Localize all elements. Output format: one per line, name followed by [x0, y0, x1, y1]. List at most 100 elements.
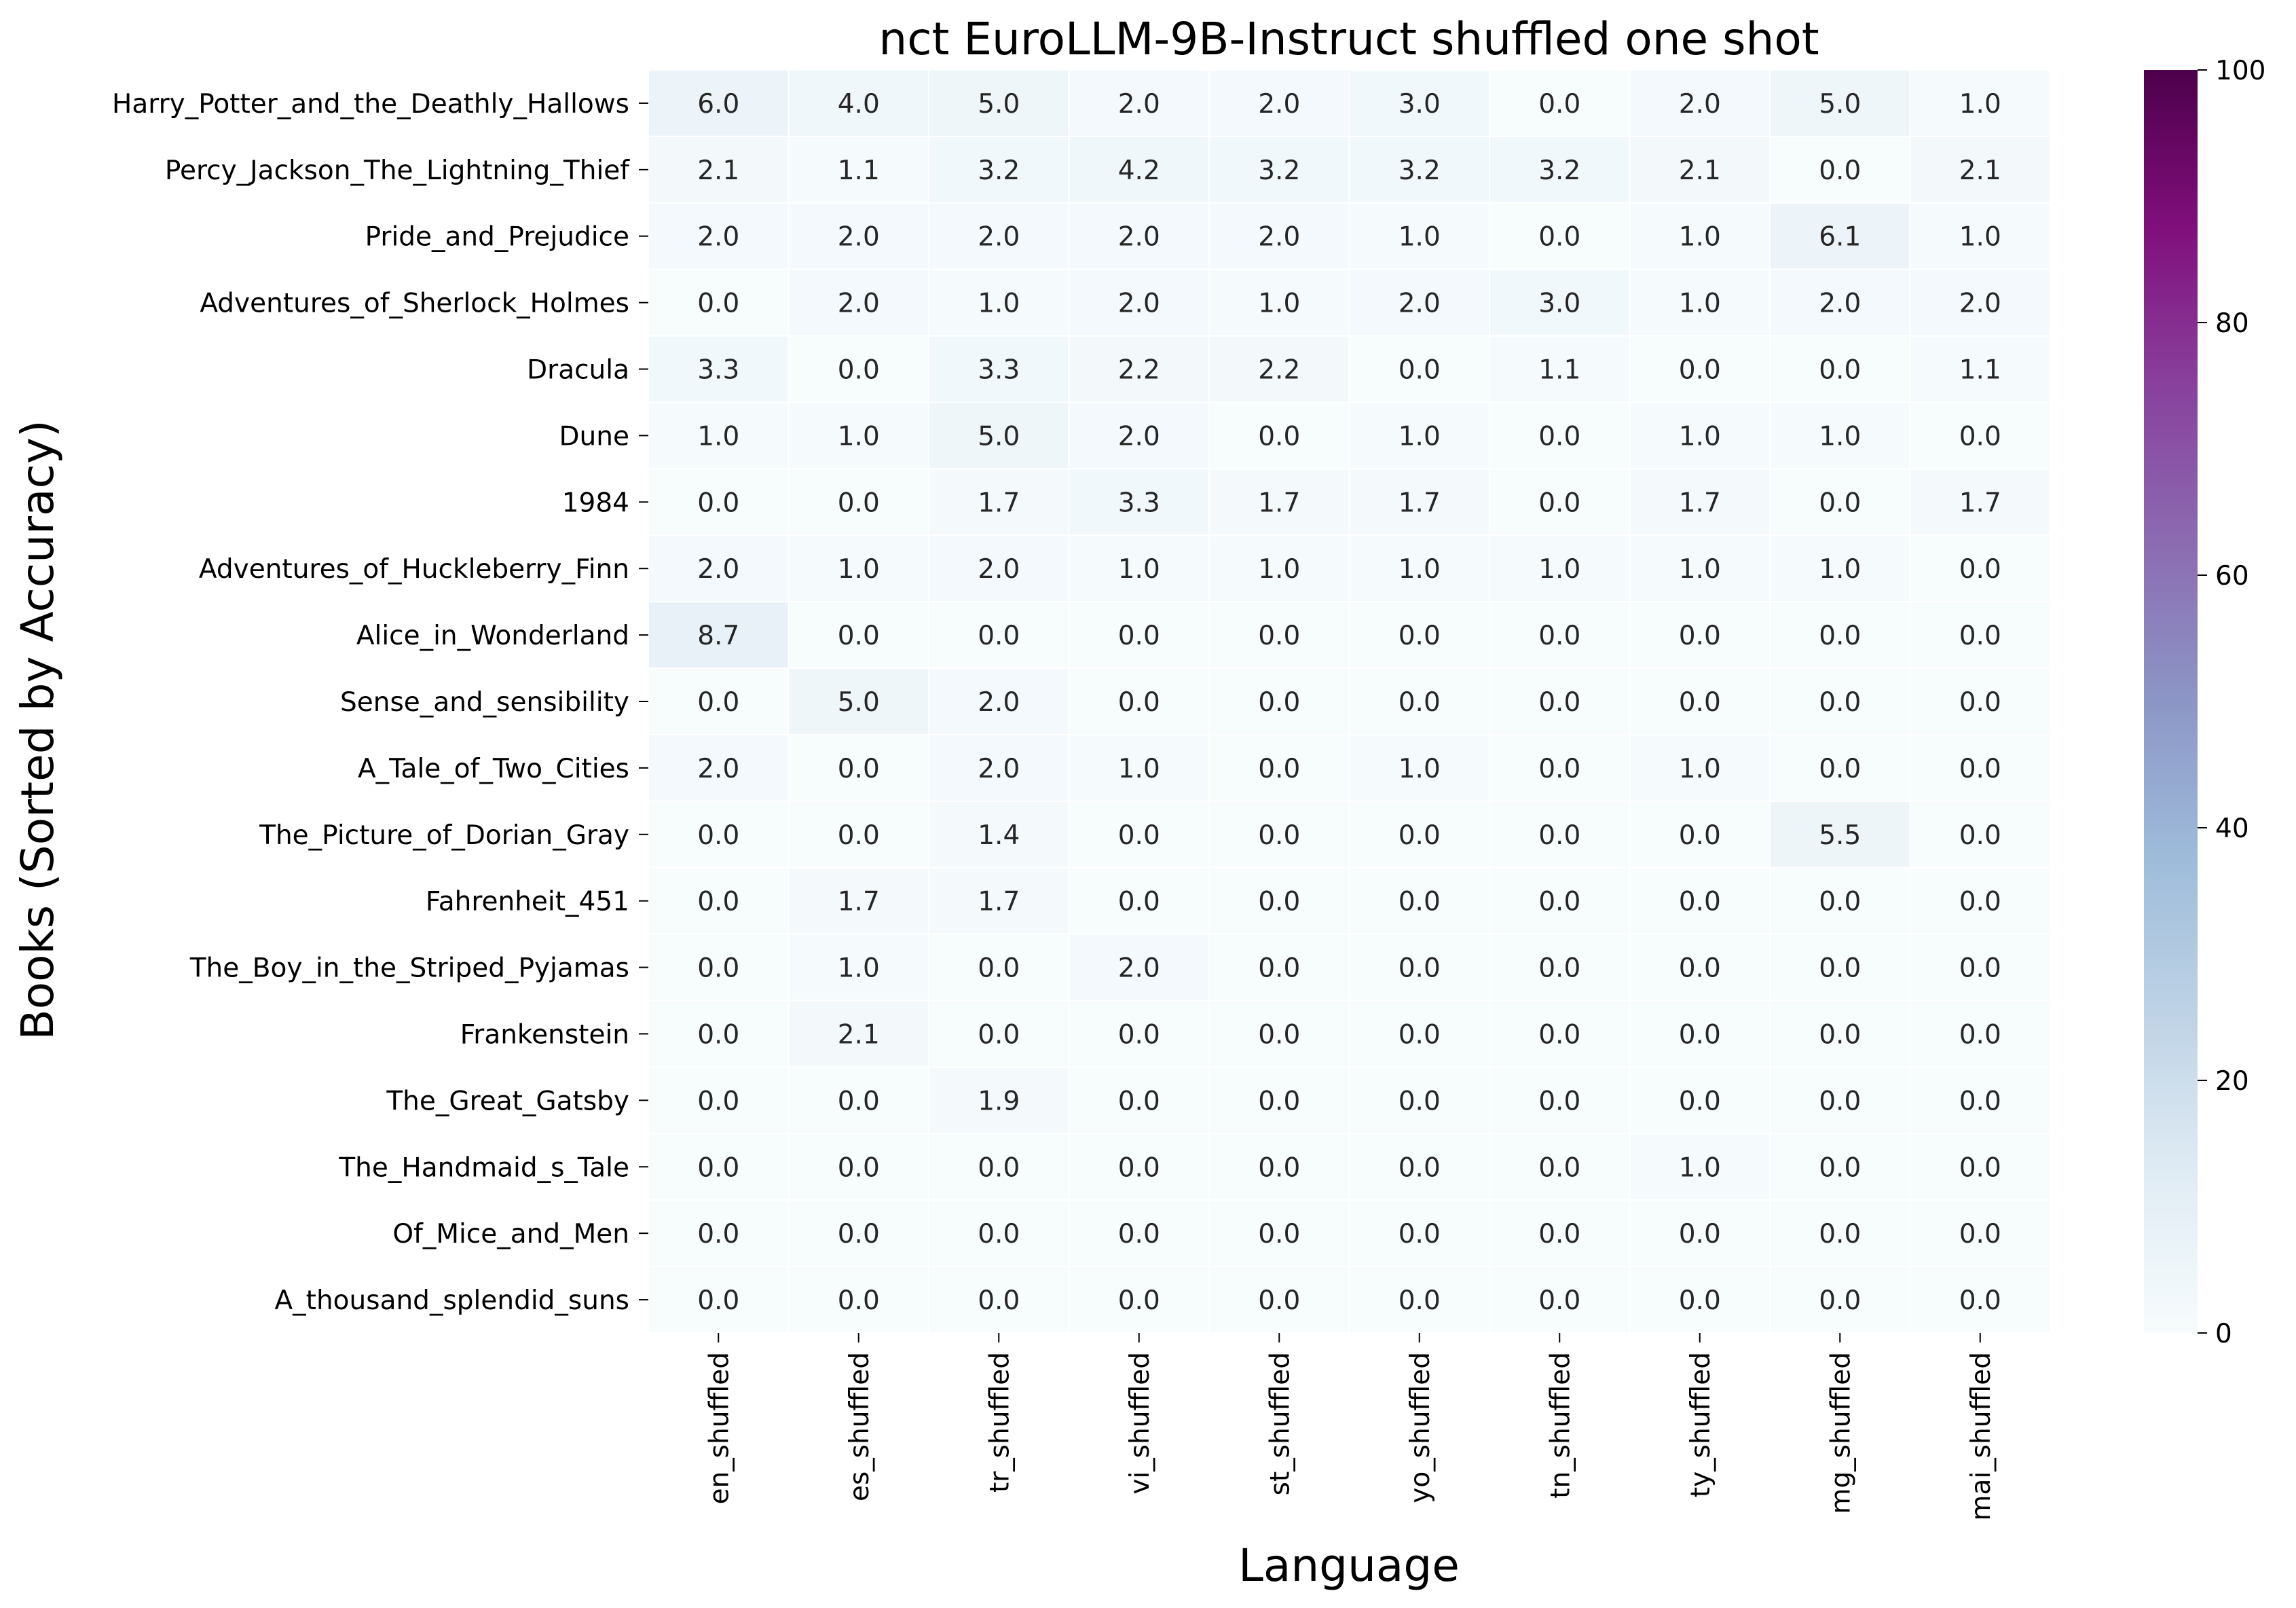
cell-value-label: 2.0 [1679, 89, 1721, 120]
y-tick-label: Dracula [527, 355, 629, 386]
cell-value-label: 0.0 [978, 621, 1020, 651]
cell-value-label: 1.0 [1258, 289, 1300, 319]
cell-value-label: 0.0 [978, 1019, 1020, 1050]
cell-value-label: 0.0 [1399, 1019, 1441, 1050]
x-tick-label: mg_shuffled [1826, 1352, 1856, 1514]
heatmap-cell [1068, 135, 1210, 204]
cell-value-label: 0.0 [1258, 1152, 1300, 1183]
heatmap-cell [788, 202, 929, 270]
cell-value-label: 0.0 [1959, 421, 2001, 452]
heatmap-cell [1208, 1066, 1350, 1135]
cell-value-label: 5.5 [1819, 820, 1861, 851]
cell-value-label: 0.0 [1118, 1285, 1160, 1316]
cell-value-label: 2.1 [1959, 156, 2001, 186]
cell-value-label: 5.0 [838, 687, 880, 718]
heatmap-cell [1909, 202, 2051, 270]
y-tick-label: The_Picture_of_Dorian_Gray [259, 820, 629, 851]
x-tick-label: vi_shuffled [1125, 1352, 1155, 1495]
heatmap-cell [788, 800, 929, 869]
heatmap-cell [1769, 401, 1911, 470]
cell-value-label: 0.0 [697, 1285, 739, 1316]
cell-value-label: 0.0 [1819, 953, 1861, 984]
heatmap-cell [1909, 135, 2051, 204]
heatmap-cell [1068, 733, 1210, 802]
heatmap-cell [788, 668, 929, 735]
cell-value-label: 0.0 [697, 887, 739, 917]
heatmap-cell [1489, 601, 1631, 670]
heatmap-cell [1489, 1266, 1631, 1334]
heatmap-cell [1629, 1266, 1771, 1334]
cell-value-label: 0.0 [838, 1152, 880, 1183]
colorbar-tick-label: 0 [2215, 1319, 2232, 1349]
heatmap-cell [1348, 1066, 1490, 1135]
cell-value-label: 1.1 [1959, 355, 2001, 386]
cell-value-label: 0.0 [1679, 687, 1721, 718]
cell-value-label: 0.0 [1118, 621, 1160, 651]
heatmap-cell [928, 335, 1070, 403]
cell-value-label: 0.0 [1538, 488, 1580, 518]
heatmap-cell [1348, 800, 1490, 869]
cell-value-label: 3.3 [978, 355, 1020, 386]
heatmap-cell [928, 401, 1070, 470]
colorbar-tick-label: 20 [2215, 1066, 2249, 1097]
heatmap-cell [648, 401, 790, 470]
heatmap-cell [1208, 1199, 1350, 1268]
cell-value-label: 0.0 [1679, 621, 1721, 651]
heatmap-cell [1489, 335, 1631, 403]
cell-value-label: 0.0 [1118, 1086, 1160, 1116]
cell-value-label: 0.0 [1399, 1086, 1441, 1116]
cell-value-label: 3.2 [978, 156, 1020, 186]
cell-value-label: 0.0 [697, 687, 739, 718]
heatmap-cell [1629, 1000, 1771, 1068]
cell-value-label: 0.0 [1959, 1086, 2001, 1116]
colorbar [2144, 70, 2198, 1333]
cell-value-label: 0.0 [1819, 1086, 1861, 1116]
cell-value-label: 2.0 [1959, 289, 2001, 319]
y-tick-label: The_Great_Gatsby [386, 1086, 629, 1116]
heatmap-cell [1208, 668, 1350, 735]
cell-value-label: 1.7 [978, 488, 1020, 518]
cell-value-label: 3.3 [1118, 488, 1160, 518]
cell-value-label: 1.0 [838, 953, 880, 984]
cell-value-label: 1.0 [1399, 421, 1441, 452]
y-axis-label: Books (Sorted by Accuracy) [12, 420, 64, 1040]
heatmap-cell [1629, 668, 1771, 735]
heatmap-cell [788, 1000, 929, 1068]
cell-value-label: 0.0 [1399, 1285, 1441, 1316]
heatmap-cell [648, 1066, 790, 1135]
heatmap-cell [1068, 866, 1210, 935]
cell-value-label: 1.1 [838, 156, 880, 186]
heatmap-cell [1629, 1133, 1771, 1201]
heatmap-cell [1909, 866, 2051, 935]
cell-value-label: 0.0 [978, 1219, 1020, 1249]
cell-value-label: 2.0 [697, 554, 739, 585]
cell-value-label: 2.0 [1118, 289, 1160, 319]
cell-value-label: 0.0 [1538, 621, 1580, 651]
heatmap-cell [788, 1199, 929, 1268]
cell-value-label: 0.0 [1538, 820, 1580, 851]
cell-value-label: 6.0 [697, 89, 739, 120]
colorbar-tick-label: 80 [2215, 308, 2249, 339]
cell-value-label: 1.7 [1679, 488, 1721, 518]
cell-value-label: 2.0 [1399, 289, 1441, 319]
heatmap-cell [1489, 668, 1631, 735]
x-tick-label: ty_shuffled [1686, 1352, 1716, 1497]
cell-value-label: 0.0 [1399, 887, 1441, 917]
cell-value-label: 1.0 [1118, 754, 1160, 784]
heatmap-cell [648, 866, 790, 935]
cell-value-label: 0.0 [1819, 355, 1861, 386]
cell-value-label: 0.0 [1258, 887, 1300, 917]
cell-value-label: 0.0 [697, 820, 739, 851]
cell-value-label: 2.0 [1819, 289, 1861, 319]
heatmap-cell [1629, 468, 1771, 536]
heatmap-cell [1068, 933, 1210, 1002]
heatmap-cell [1068, 468, 1210, 536]
cell-value-label: 2.0 [838, 289, 880, 319]
cell-value-label: 0.0 [978, 1152, 1020, 1183]
cell-value-label: 1.0 [697, 421, 739, 452]
cell-value-label: 5.0 [1819, 89, 1861, 120]
cell-value-label: 3.3 [697, 355, 739, 386]
cell-value-label: 1.0 [838, 554, 880, 585]
heatmap-cell [788, 69, 929, 137]
cell-value-label: 0.0 [1258, 421, 1300, 452]
